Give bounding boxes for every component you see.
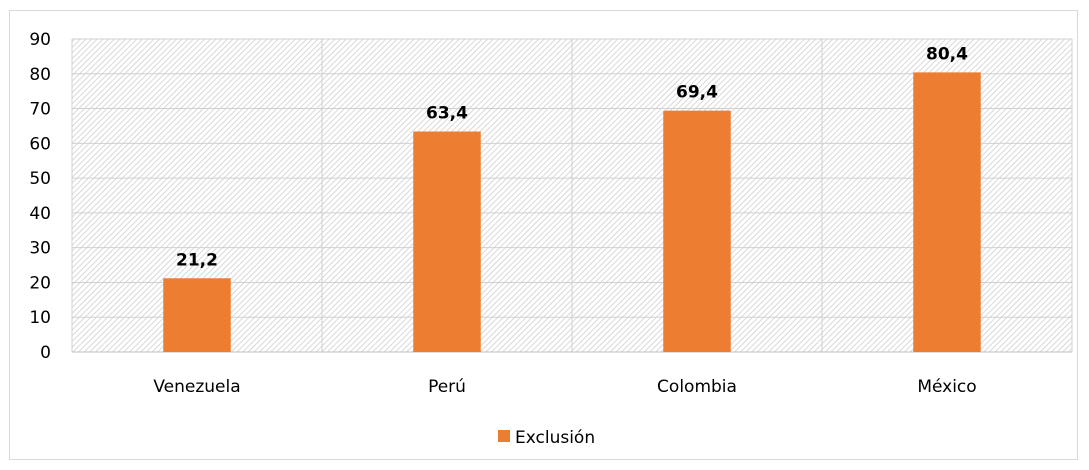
bar-colombia — [663, 110, 731, 353]
x-tick-label: Venezuela — [153, 377, 240, 397]
y-axis: 0 10 20 30 40 50 60 70 80 90 — [29, 30, 51, 363]
y-tick-label: 40 — [29, 204, 51, 224]
data-label: 21,2 — [176, 250, 218, 270]
y-tick-label: 90 — [29, 30, 51, 50]
x-tick-label: Perú — [428, 377, 466, 397]
bars: 21,2 63,4 69,4 80,4 — [163, 44, 981, 353]
data-label: 63,4 — [426, 104, 468, 124]
legend-swatch — [498, 430, 510, 442]
data-label: 69,4 — [676, 83, 718, 103]
y-tick-label: 30 — [29, 239, 51, 259]
gridlines — [71, 38, 1073, 353]
x-tick-label: Colombia — [657, 377, 737, 397]
y-tick-label: 0 — [40, 343, 51, 363]
data-label: 80,4 — [926, 44, 968, 64]
bar-méxico — [913, 72, 981, 353]
legend-label: Exclusión — [515, 428, 595, 448]
bar-perú — [413, 131, 481, 352]
x-axis: Venezuela Perú Colombia México — [153, 377, 976, 397]
y-tick-label: 10 — [29, 308, 51, 328]
y-tick-label: 60 — [29, 134, 51, 154]
bar-venezuela — [163, 278, 231, 352]
y-tick-label: 70 — [29, 100, 51, 120]
legend: Exclusión — [498, 428, 595, 448]
y-tick-label: 80 — [29, 65, 51, 85]
x-tick-label: México — [917, 377, 976, 397]
chart-border — [9, 10, 1078, 460]
y-tick-label: 50 — [29, 169, 51, 189]
y-tick-label: 20 — [29, 273, 51, 293]
